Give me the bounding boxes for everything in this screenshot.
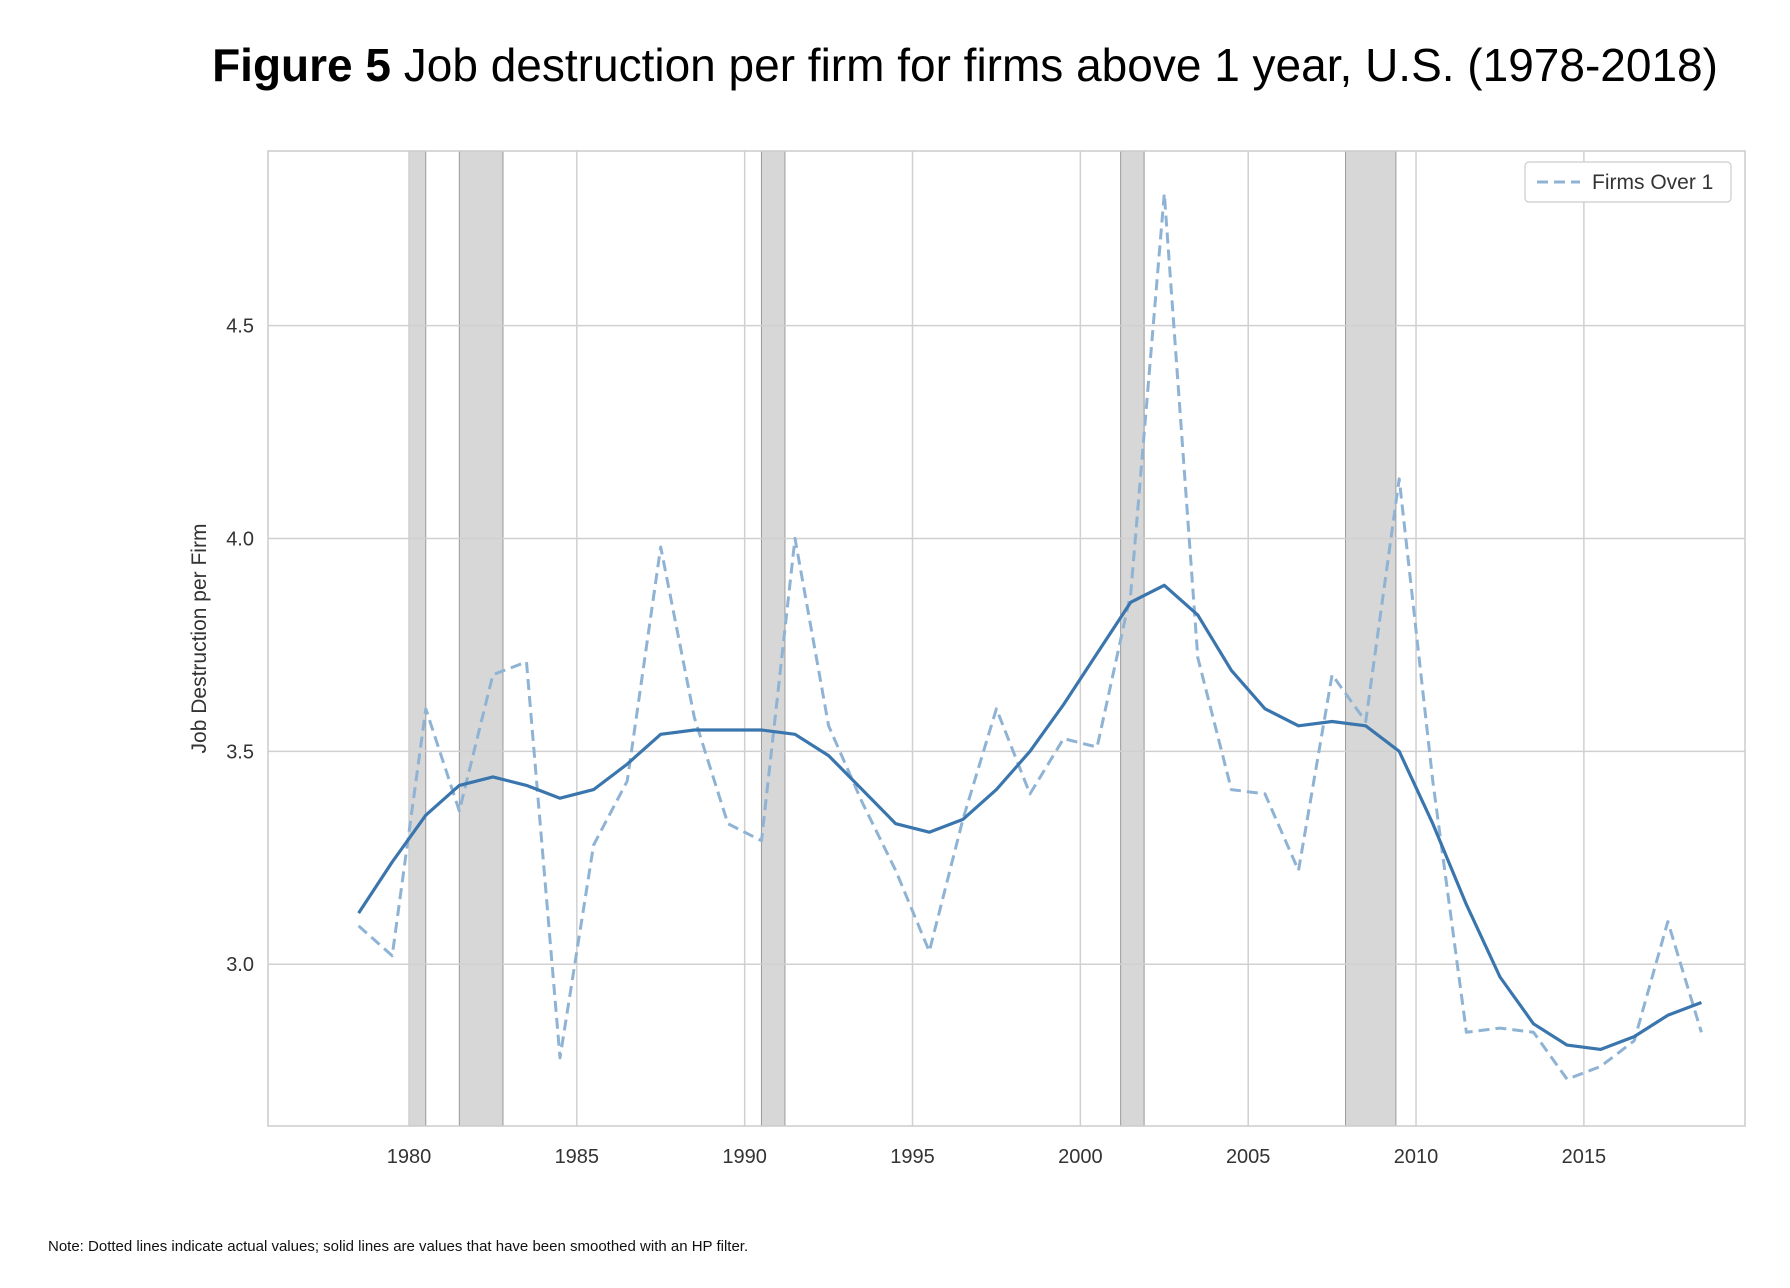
series-line-actual xyxy=(357,192,1703,1081)
x-tick-label: 1995 xyxy=(890,1146,935,1168)
recession-band xyxy=(1120,150,1145,1127)
x-tick-label: 2010 xyxy=(1394,1146,1439,1168)
x-tick-label: 2005 xyxy=(1226,1146,1271,1168)
legend-box xyxy=(1524,161,1732,203)
y-tick-label: 3.0 xyxy=(226,954,254,976)
recession-band xyxy=(458,150,504,1127)
x-tick-label: 1990 xyxy=(722,1146,767,1168)
legend-label: Firms Over 1 xyxy=(1592,171,1713,194)
y-axis-label: Job Destruction per Firm xyxy=(188,524,211,754)
legend: Firms Over 1 xyxy=(1524,161,1732,203)
x-tick-label: 1985 xyxy=(555,1146,600,1168)
x-tick-label: 1980 xyxy=(387,1146,432,1168)
y-tick-label: 4.5 xyxy=(226,316,254,338)
recession-band xyxy=(1345,150,1397,1127)
recession-band xyxy=(760,150,786,1127)
x-tick-label: 2015 xyxy=(1562,1146,1607,1168)
y-tick-label: 4.0 xyxy=(226,528,254,550)
series-line-smoothed xyxy=(357,583,1702,1052)
figure-title-text: Job destruction per firm for firms above… xyxy=(403,39,1718,91)
plot-frame xyxy=(267,150,1746,1127)
x-tick-label: 2000 xyxy=(1058,1146,1103,1168)
figure-note: Note: Dotted lines indicate actual value… xyxy=(48,1238,749,1255)
y-tick-label: 3.5 xyxy=(226,741,254,763)
figure-label: Figure 5 xyxy=(212,39,391,91)
figure-title: Figure 5 Job destruction per firm for fi… xyxy=(0,38,1790,92)
recession-band xyxy=(408,150,427,1127)
